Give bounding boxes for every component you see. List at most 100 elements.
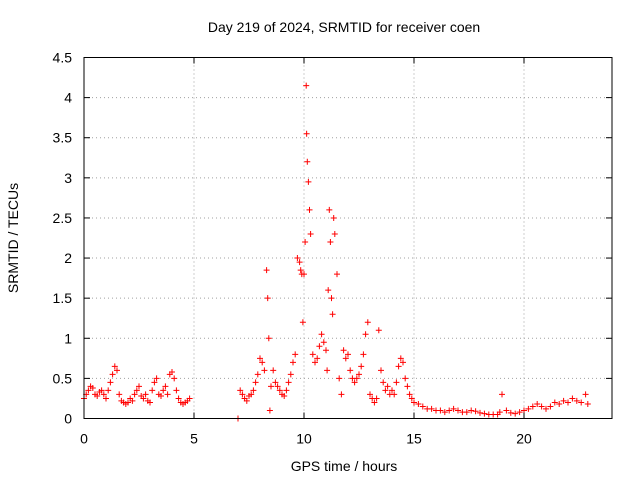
data-point bbox=[261, 367, 268, 374]
data-point bbox=[283, 387, 290, 394]
data-point bbox=[237, 387, 244, 394]
data-point bbox=[297, 267, 304, 274]
data-point bbox=[353, 375, 360, 382]
data-point bbox=[543, 405, 549, 412]
y-tick-label: 1 bbox=[64, 330, 72, 346]
data-point bbox=[389, 387, 395, 394]
data-point bbox=[301, 271, 307, 278]
data-point bbox=[477, 409, 483, 416]
data-point bbox=[437, 407, 444, 414]
data-point bbox=[393, 379, 400, 386]
data-point bbox=[133, 387, 140, 394]
data-point bbox=[323, 347, 329, 354]
data-point bbox=[252, 379, 259, 386]
data-point bbox=[584, 401, 591, 408]
data-point bbox=[290, 359, 296, 366]
data-point bbox=[140, 395, 147, 402]
y-tick-label: 0.5 bbox=[53, 370, 73, 386]
data-point bbox=[578, 399, 585, 406]
y-tick-label: 4 bbox=[64, 90, 72, 106]
data-point bbox=[565, 399, 571, 406]
data-point bbox=[325, 287, 332, 294]
data-point bbox=[324, 367, 331, 374]
data-point bbox=[89, 385, 96, 392]
data-point bbox=[499, 391, 505, 398]
chart-title: Day 219 of 2024, SRMTID for receiver coe… bbox=[208, 19, 480, 35]
data-point bbox=[395, 363, 402, 370]
data-point bbox=[331, 230, 338, 237]
data-point bbox=[116, 391, 123, 398]
data-point bbox=[303, 82, 310, 89]
data-point bbox=[404, 383, 411, 390]
data-point bbox=[175, 395, 182, 402]
data-point bbox=[380, 379, 387, 386]
data-point bbox=[326, 206, 333, 213]
data-point bbox=[382, 387, 389, 394]
x-tick-label: 10 bbox=[296, 431, 312, 447]
data-point bbox=[309, 351, 316, 358]
data-point bbox=[243, 397, 250, 404]
data-point bbox=[336, 375, 343, 382]
data-point bbox=[450, 405, 457, 412]
data-point bbox=[371, 399, 378, 406]
data-point bbox=[299, 319, 306, 326]
data-point bbox=[158, 393, 164, 400]
data-point bbox=[270, 367, 277, 374]
data-point bbox=[402, 375, 409, 382]
data-point bbox=[503, 407, 510, 414]
x-tick-label: 0 bbox=[80, 431, 88, 447]
data-point bbox=[428, 405, 435, 412]
y-axis-label: SRMTID / TECUs bbox=[5, 183, 21, 293]
data-point bbox=[305, 178, 312, 185]
data-point bbox=[160, 387, 167, 394]
data-point bbox=[164, 391, 171, 398]
data-point bbox=[248, 391, 255, 398]
data-point bbox=[304, 158, 311, 165]
data-point bbox=[292, 351, 299, 358]
data-point bbox=[136, 383, 142, 390]
data-point bbox=[463, 409, 470, 416]
data-point bbox=[149, 387, 156, 394]
data-point bbox=[98, 387, 105, 394]
data-point bbox=[285, 379, 292, 386]
data-point bbox=[111, 363, 118, 370]
data-point bbox=[411, 399, 417, 406]
data-point bbox=[351, 379, 358, 386]
data-point bbox=[582, 391, 589, 398]
data-point bbox=[142, 391, 149, 398]
y-tick-label: 2 bbox=[64, 250, 72, 266]
data-point bbox=[481, 410, 488, 417]
y-tick-label: 4.5 bbox=[53, 50, 73, 66]
data-point bbox=[125, 399, 131, 406]
data-point bbox=[105, 387, 112, 394]
data-point bbox=[468, 407, 475, 414]
data-point bbox=[312, 359, 318, 366]
data-point bbox=[314, 355, 321, 362]
data-point bbox=[338, 391, 345, 398]
data-point bbox=[169, 368, 175, 375]
data-point bbox=[131, 391, 138, 398]
data-point bbox=[378, 367, 384, 374]
data-point bbox=[334, 271, 340, 278]
ticks-layer: 0 0.5 1 1.5 2 2.5 3 3.5 4 4.5 0 5 10 15 20 bbox=[53, 50, 612, 447]
y-tick-label: 0 bbox=[64, 411, 72, 427]
data-point bbox=[358, 363, 365, 370]
data-point bbox=[276, 387, 283, 394]
data-point bbox=[419, 403, 426, 410]
grid-layer bbox=[84, 57, 612, 419]
data-point bbox=[347, 367, 354, 374]
data-point bbox=[114, 367, 120, 374]
data-point bbox=[441, 409, 448, 416]
data-point bbox=[171, 375, 178, 382]
data-point bbox=[103, 395, 109, 402]
data-point bbox=[362, 331, 369, 338]
data-point bbox=[107, 379, 114, 386]
data-point bbox=[375, 327, 382, 334]
data-point bbox=[266, 407, 273, 414]
data-point bbox=[239, 391, 246, 398]
data-point bbox=[391, 391, 398, 398]
data-point bbox=[254, 371, 261, 378]
data-point bbox=[408, 395, 415, 402]
